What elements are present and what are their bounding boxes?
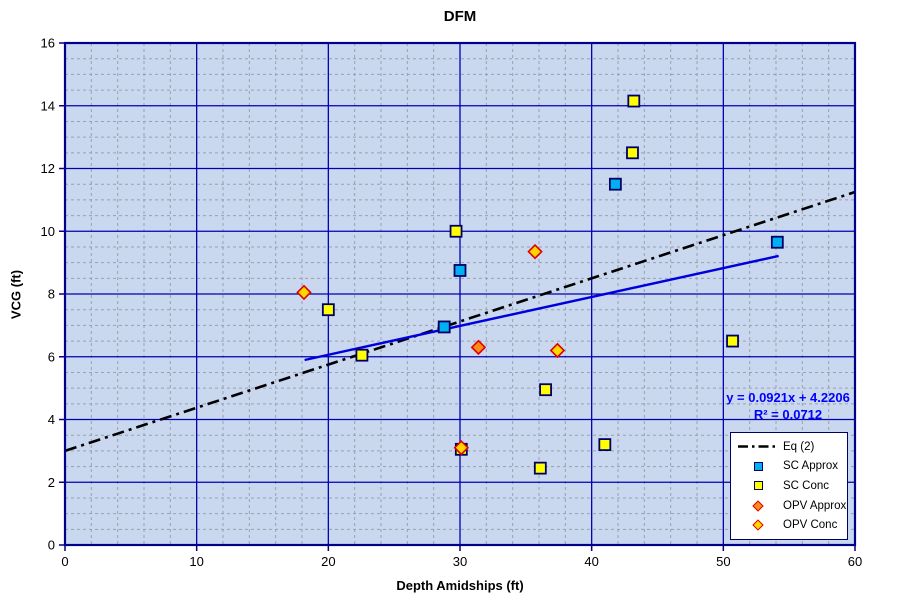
eq2-dash-dot-line [64,190,856,453]
x-axis-title: Depth Amidships (ft) [396,578,524,593]
x-tick-label: 50 [716,554,730,569]
y-tick-label: 6 [48,349,55,364]
y-axis-title: VCG (ft) [8,269,24,320]
data-point-opv-conc [527,243,543,260]
data-point-sc-conc [355,348,369,362]
legend-label: SC Approx [783,460,838,473]
data-point-sc-conc [449,224,463,238]
y-tick-label: 16 [41,36,55,51]
data-point-sc-conc [726,334,739,348]
data-point-sc-approx [437,320,451,334]
data-point-sc-conc [598,438,612,452]
legend-item-sc-approx: SC Approx [737,457,847,475]
legend-item-opv-approx: OPV Approx [737,497,847,515]
y-tick-label: 0 [48,538,55,553]
sc-approx-marker-swatch [753,461,763,471]
data-point-sc-conc [539,383,552,397]
legend-item-eq2: Eq (2) [737,438,847,456]
data-point-opv-conc [453,440,470,456]
legend-item-sc-conc: SC Conc [737,477,847,495]
y-tick-label: 14 [41,98,55,113]
data-point-opv-approx [470,339,487,356]
y-tick-label: 8 [48,287,55,302]
y-tick-label: 4 [48,412,55,427]
legend-label: SC Conc [783,479,830,492]
y-tick-label: 12 [41,161,55,176]
x-tick-label: 10 [189,554,203,569]
data-point-sc-conc [321,303,335,317]
x-tick-label: 40 [584,554,598,569]
legend-label: OPV Conc [783,519,838,532]
equation-text: y = 0.0921x + 4.2206 [726,390,850,405]
y-tick-label: 10 [41,224,55,239]
x-tick-label: 0 [61,554,68,569]
y-tick-label: 2 [48,475,55,490]
x-tick-label: 60 [848,554,862,569]
opv-approx-marker-swatch [752,499,764,512]
data-point-sc-approx [453,264,467,277]
data-point-sc-conc [533,461,547,475]
x-tick-label: 20 [321,554,335,569]
data-point-sc-approx [608,177,622,191]
data-point-sc-approx [770,235,784,249]
sc-conc-marker-swatch [753,481,763,491]
legend-label: OPV Approx [783,499,847,512]
data-point-sc-conc [627,94,641,108]
legend: Eq (2) SC Approx SC Conc OPV Approx OPV … [730,432,848,540]
chart-title: DFM [443,8,477,25]
data-point-opv-conc [296,284,312,301]
trendline [304,254,779,362]
r-squared-text: R² = 0.0712 [753,407,823,422]
legend-label: Eq (2) [783,440,815,453]
dash-dot-line-swatch [737,442,779,451]
legend-item-opv-conc: OPV Conc [737,516,847,534]
trendline-annotation: y = 0.0921x + 4.2206 R² = 0.0712 [700,389,876,423]
opv-conc-marker-swatch [752,519,764,531]
x-tick-label: 30 [453,554,467,569]
data-point-sc-conc [626,146,639,160]
data-point-opv-conc [549,342,566,359]
